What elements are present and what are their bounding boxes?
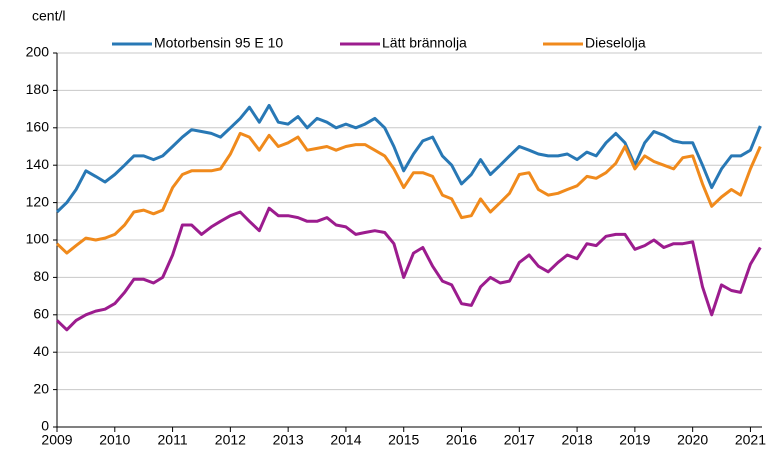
x-tick-label: 2012	[215, 432, 246, 448]
x-tick-label: 2017	[504, 432, 535, 448]
x-tick-label: 2015	[388, 432, 419, 448]
x-tick-label: 2016	[446, 432, 477, 448]
x-tick-label: 2013	[273, 432, 304, 448]
x-tick-label: 2010	[99, 432, 130, 448]
y-tick-label: 140	[26, 156, 50, 172]
y-tick-label: 120	[26, 193, 50, 209]
y-tick-label: 20	[33, 380, 49, 396]
series-line	[55, 131, 762, 255]
y-tick-label: 60	[33, 306, 49, 322]
x-tick-label: 2014	[330, 432, 361, 448]
y-tick-label: 100	[26, 231, 50, 247]
x-tick-label: 2021	[735, 432, 766, 448]
y-tick-label: 40	[33, 343, 49, 359]
legend-label: Dieselolja	[585, 35, 646, 51]
legend-label: Lätt brännolja	[382, 35, 467, 51]
y-axis-label: cent/l	[32, 8, 65, 24]
legend-label: Motorbensin 95 E 10	[154, 35, 283, 51]
series-line	[55, 206, 762, 332]
y-tick-label: 180	[26, 81, 50, 97]
y-tick-label: 80	[33, 268, 49, 284]
x-tick-label: 2018	[562, 432, 593, 448]
x-tick-label: 2019	[619, 432, 650, 448]
series-line	[55, 103, 762, 214]
x-tick-label: 2011	[158, 432, 188, 448]
y-tick-label: 0	[41, 418, 49, 434]
y-tick-label: 200	[26, 44, 50, 60]
y-tick-label: 160	[26, 119, 50, 135]
x-tick-label: 2009	[41, 432, 72, 448]
x-tick-label: 2020	[677, 432, 708, 448]
